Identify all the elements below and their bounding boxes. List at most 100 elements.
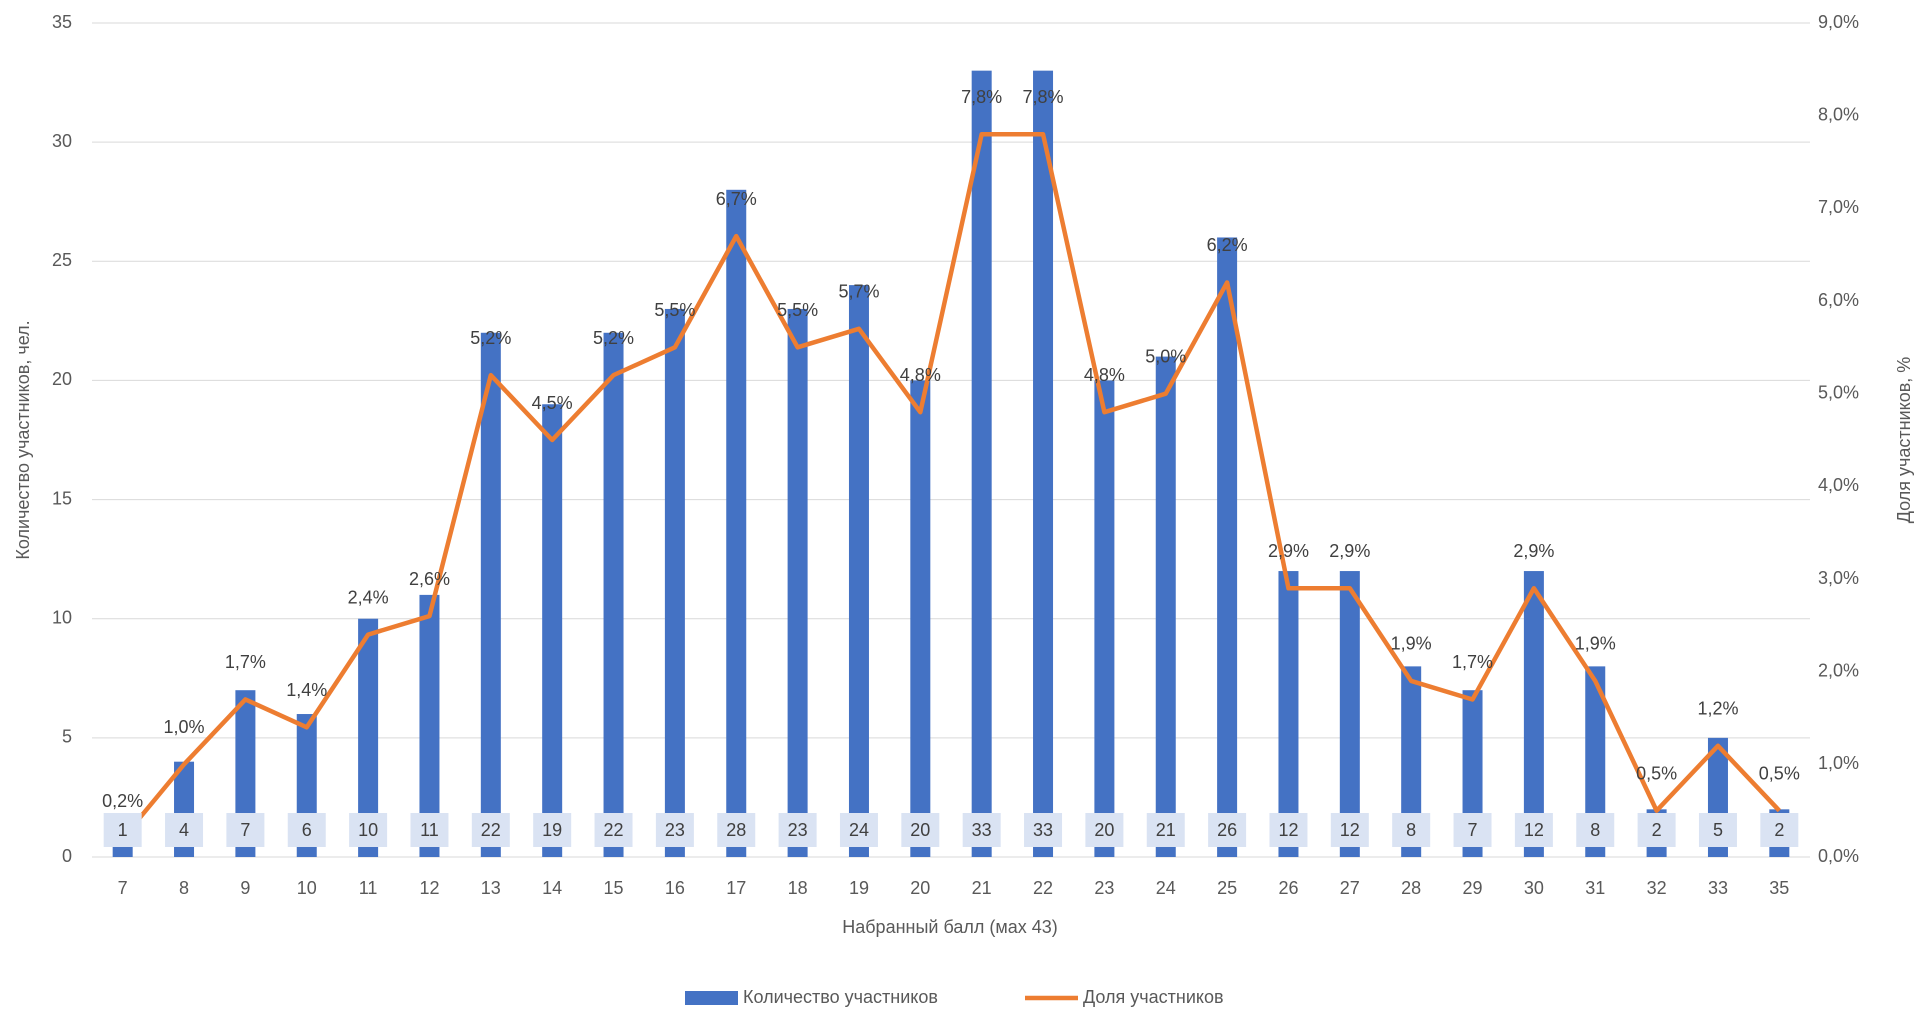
data-label: 1,9%: [1575, 634, 1616, 654]
data-label: 7: [240, 820, 250, 840]
y2-tick-label: 1,0%: [1818, 753, 1859, 773]
data-label: 8: [1406, 820, 1416, 840]
x-tick-label: 26: [1278, 878, 1298, 898]
data-label-box: [533, 813, 572, 847]
x-tick-label: 21: [972, 878, 992, 898]
data-label: 1,7%: [1452, 652, 1493, 672]
data-label: 20: [910, 820, 930, 840]
bar: [480, 332, 501, 857]
data-label: 4,8%: [900, 365, 941, 385]
data-label-box: [1392, 813, 1431, 847]
x-tick-label: 32: [1647, 878, 1667, 898]
data-label: 28: [726, 820, 746, 840]
y-tick-label: 30: [52, 131, 72, 151]
data-label: 11: [420, 820, 439, 840]
data-label: 2,9%: [1513, 541, 1554, 561]
bar: [1339, 571, 1360, 857]
data-label-box: [594, 813, 633, 847]
data-label-box: [1330, 813, 1369, 847]
x-tick-label: 20: [910, 878, 930, 898]
data-label-box: [287, 813, 326, 847]
y2-tick-label: 5,0%: [1818, 382, 1859, 402]
x-tick-label: 10: [297, 878, 317, 898]
bar: [1217, 237, 1238, 857]
y-tick-label: 0: [62, 846, 72, 866]
data-label: 12: [1278, 820, 1298, 840]
y-axis-title: Количество участников, чел.: [13, 320, 33, 559]
y2-tick-label: 4,0%: [1818, 475, 1859, 495]
data-label: 2,9%: [1329, 541, 1370, 561]
x-tick-label: 31: [1585, 878, 1605, 898]
data-label-box: [901, 813, 940, 847]
data-label: 26: [1217, 820, 1237, 840]
y2-tick-label: 6,0%: [1818, 290, 1859, 310]
data-label-box: [1269, 813, 1308, 847]
data-label: 2,6%: [409, 569, 450, 589]
bar: [787, 308, 808, 857]
data-label: 6,7%: [716, 189, 757, 209]
data-label-box: [1698, 813, 1737, 847]
data-label: 7: [1468, 820, 1478, 840]
data-label: 19: [542, 820, 562, 840]
x-tick-label: 18: [788, 878, 808, 898]
x-tick-label: 12: [419, 878, 439, 898]
y2-tick-label: 0,0%: [1818, 846, 1859, 866]
bar: [664, 308, 685, 857]
data-label-box: [962, 813, 1001, 847]
data-label: 12: [1340, 820, 1360, 840]
data-label: 33: [1033, 820, 1053, 840]
y2-tick-label: 8,0%: [1818, 104, 1859, 124]
x-tick-label: 29: [1463, 878, 1483, 898]
x-tick-label: 14: [542, 878, 562, 898]
x-tick-label: 24: [1156, 878, 1176, 898]
data-label-box: [1146, 813, 1185, 847]
x-tick-label: 25: [1217, 878, 1237, 898]
data-label: 6,2%: [1207, 235, 1248, 255]
data-label-box: [1637, 813, 1676, 847]
x-tick-label: 19: [849, 878, 869, 898]
x-tick-label: 28: [1401, 878, 1421, 898]
data-label: 24: [849, 820, 869, 840]
data-label: 10: [358, 820, 378, 840]
data-label: 5,5%: [654, 300, 695, 320]
data-label-box: [1576, 813, 1615, 847]
y-tick-label: 10: [52, 607, 72, 627]
x-tick-label: 23: [1094, 878, 1114, 898]
data-label: 5,5%: [777, 300, 818, 320]
data-label: 0,2%: [102, 791, 143, 811]
bar: [1585, 666, 1606, 857]
y2-tick-label: 7,0%: [1818, 197, 1859, 217]
data-label: 5,2%: [470, 328, 511, 348]
data-label-box: [839, 813, 878, 847]
legend-label: Доля участников: [1083, 987, 1224, 1007]
y-tick-label: 20: [52, 369, 72, 389]
x-tick-label: 13: [481, 878, 501, 898]
data-label-box: [226, 813, 265, 847]
y2-tick-label: 2,0%: [1818, 660, 1859, 680]
data-label-box: [410, 813, 449, 847]
data-label-box: [655, 813, 694, 847]
y-tick-label: 35: [52, 12, 72, 32]
data-label-box: [1514, 813, 1553, 847]
data-label: 5,2%: [593, 328, 634, 348]
bar: [542, 404, 563, 857]
data-label-box: [471, 813, 510, 847]
data-label: 1,4%: [286, 680, 327, 700]
data-label: 0,5%: [1759, 763, 1800, 783]
data-label: 12: [1524, 820, 1544, 840]
bar: [1523, 571, 1544, 857]
bar: [726, 189, 747, 858]
data-label: 8: [1590, 820, 1600, 840]
bar: [603, 332, 624, 857]
x-tick-label: 11: [359, 878, 378, 898]
data-label: 5: [1713, 820, 1723, 840]
y-tick-label: 5: [62, 727, 72, 747]
bar: [1155, 356, 1176, 857]
y-tick-label: 15: [52, 488, 72, 508]
data-label-box: [1760, 813, 1799, 847]
data-label-box: [1453, 813, 1492, 847]
data-label: 1,9%: [1391, 634, 1432, 654]
x-tick-label: 30: [1524, 878, 1544, 898]
bar: [1094, 380, 1115, 857]
data-label-box: [1024, 813, 1063, 847]
